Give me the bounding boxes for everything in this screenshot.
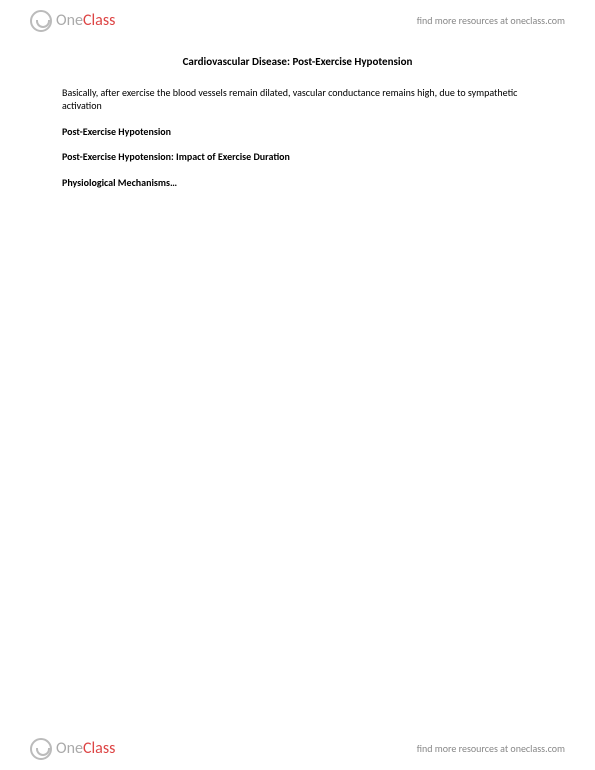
footer-tagline[interactable]: find more resources at oneclass.com [417, 742, 565, 756]
brand-logo: OneClass [30, 10, 115, 32]
intro-text: Basically, after exercise the blood vess… [62, 86, 533, 113]
brand-part1: One [56, 739, 83, 758]
brand-text: OneClass [56, 10, 115, 32]
brand-part2: Class [83, 739, 115, 758]
section-1-head: Post-Exercise Hypotension [62, 125, 533, 139]
section-2-head: Post-Exercise Hypotension: Impact of Exe… [62, 150, 533, 164]
document-body: Cardiovascular Disease: Post-Exercise Hy… [62, 55, 533, 190]
logo-icon [30, 10, 52, 32]
page-header: OneClass find more resources at oneclass… [0, 0, 595, 42]
header-tagline[interactable]: find more resources at oneclass.com [417, 14, 565, 28]
brand-part1: One [56, 11, 83, 30]
section-3-head: Physiological Mechanisms… [62, 176, 533, 190]
brand-text-footer: OneClass [56, 738, 115, 760]
page-title: Cardiovascular Disease: Post-Exercise Hy… [62, 55, 533, 70]
logo-icon [30, 738, 52, 760]
brand-logo-footer: OneClass [30, 738, 115, 760]
page-footer: OneClass find more resources at oneclass… [0, 728, 595, 770]
brand-part2: Class [83, 11, 115, 30]
